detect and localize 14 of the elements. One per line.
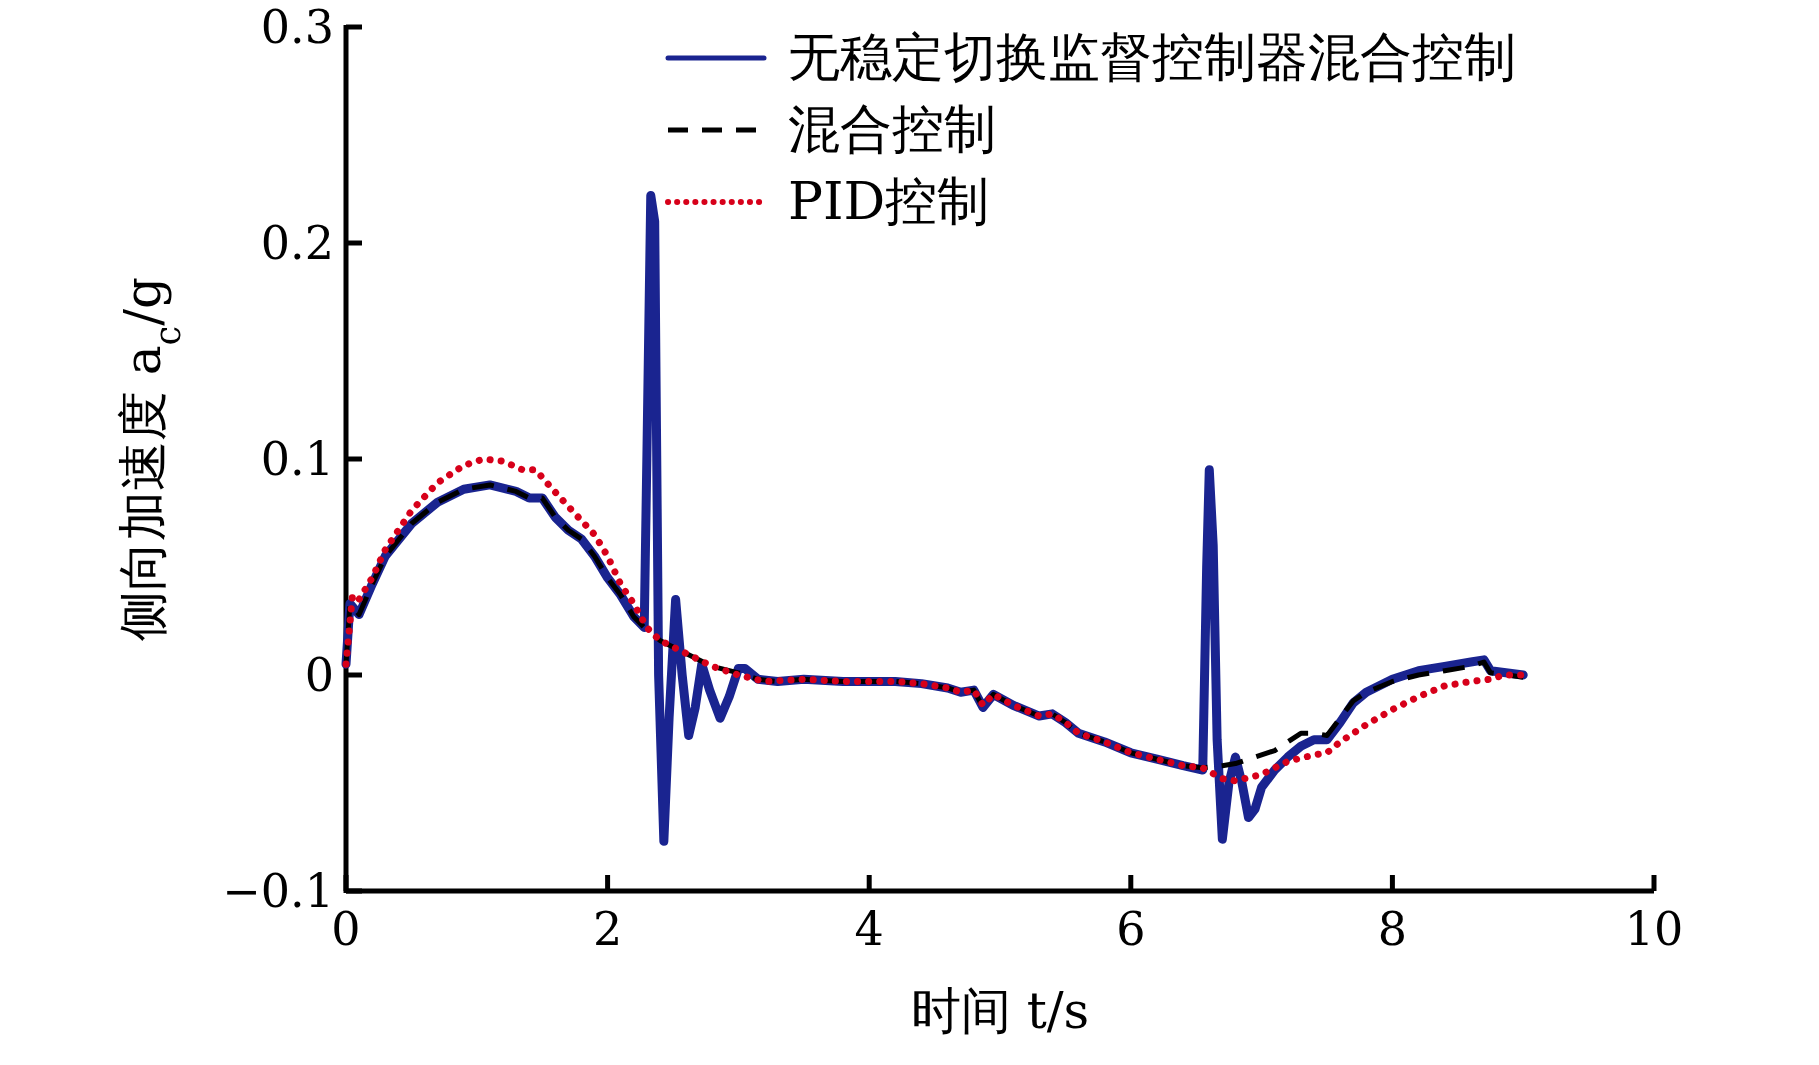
x-tick-label: 10	[1624, 902, 1684, 956]
x-tick-label: 2	[592, 902, 623, 956]
legend-label: PID控制	[788, 171, 990, 231]
y-tick-label: 0.3	[260, 0, 334, 54]
y-tick-label: 0.2	[260, 216, 334, 270]
x-tick-label: 6	[1116, 902, 1146, 956]
y-tick-label: 0.1	[260, 432, 334, 486]
y-tick-label: 0	[304, 648, 334, 702]
x-axis-title: 时间 t/s	[910, 982, 1090, 1040]
x-tick-label: 8	[1377, 902, 1408, 956]
y-tick-label: −0.1	[222, 864, 334, 918]
legend-label: 无稳定切换监督控制器混合控制	[788, 27, 1516, 87]
legend-label: 混合控制	[788, 99, 996, 159]
x-tick-label: 4	[854, 902, 884, 956]
